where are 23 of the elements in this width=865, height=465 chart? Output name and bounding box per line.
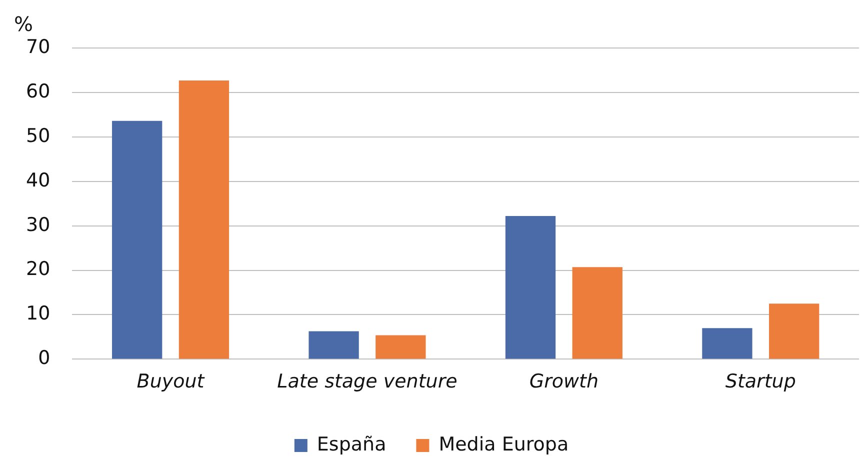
x-tick-label: Growth [529,370,599,393]
y-tick-label: 50 [26,124,50,147]
legend-label: Media Europa [438,433,569,456]
y-axis-title: % [14,12,34,36]
x-tick-label: Startup [725,370,796,393]
y-tick-label: 20 [26,258,50,280]
bar [112,120,162,359]
bar [308,331,359,359]
y-tick-label: 10 [26,302,50,325]
x-tick-label: Buyout [136,370,206,393]
bar [769,304,820,359]
y-tick-label: 60 [26,80,50,102]
y-tick-label: 70 [26,36,50,58]
x-tick-label: Late stage venture [277,370,458,393]
bar [702,328,752,359]
y-tick-label: 30 [26,214,50,236]
bar [505,216,556,359]
bar [178,80,230,359]
bar [376,335,426,359]
y-tick-label: 0 [38,347,50,370]
y-tick-label: 40 [26,169,50,192]
bar [572,267,622,359]
legend-label: España [316,433,386,456]
